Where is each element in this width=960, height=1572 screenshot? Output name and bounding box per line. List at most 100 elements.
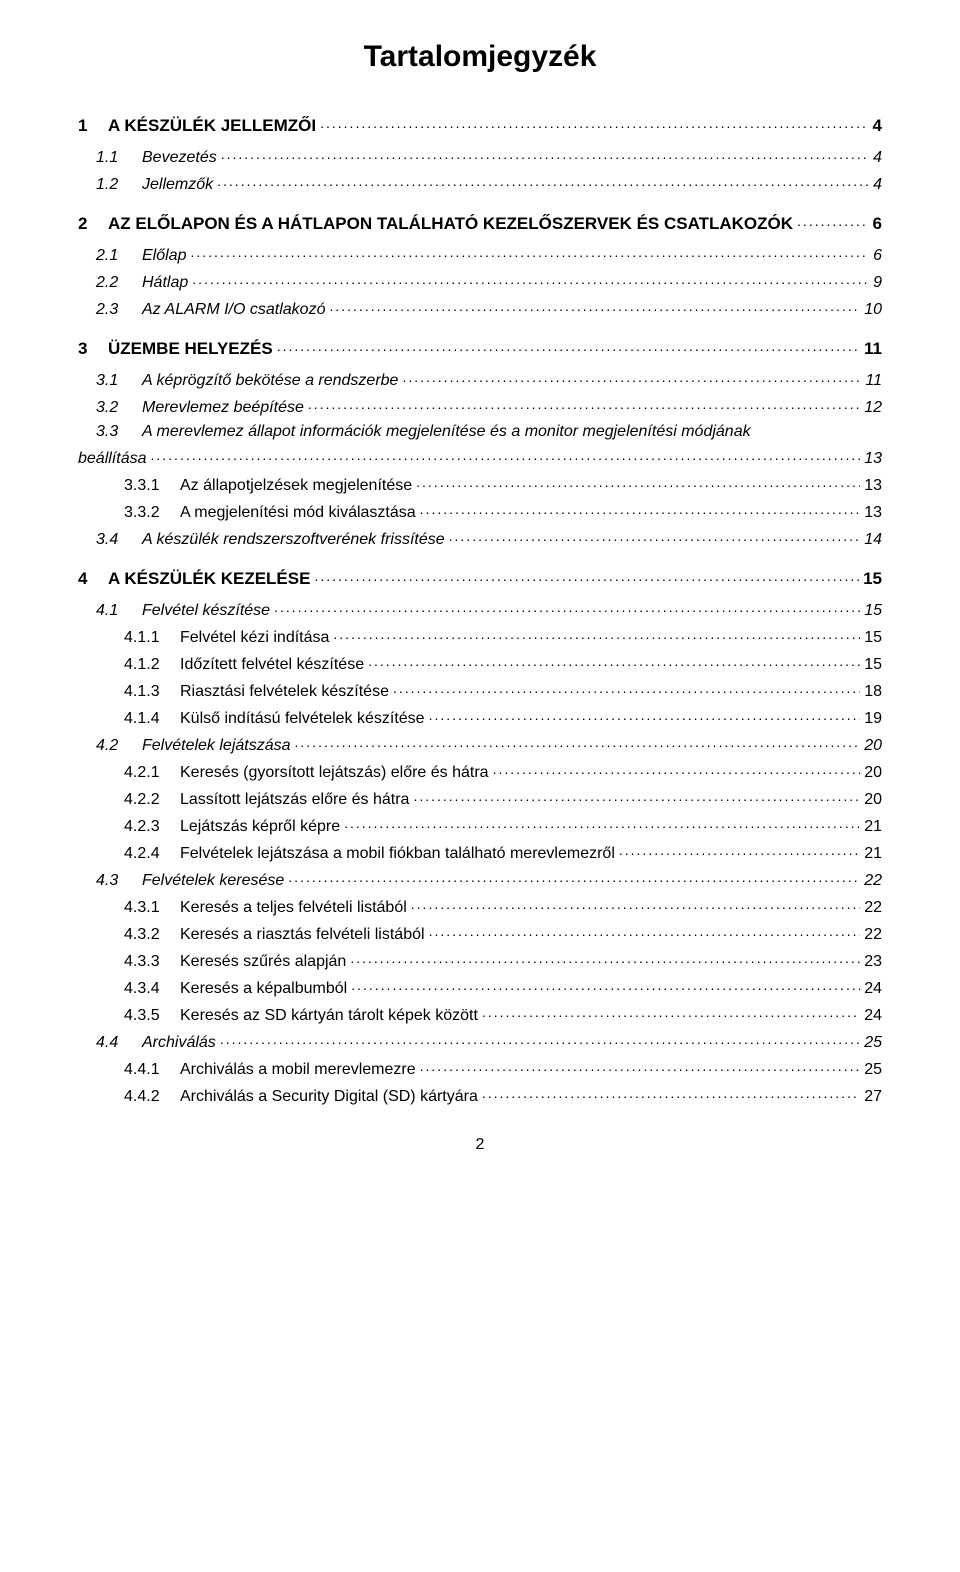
toc-label: A KÉSZÜLÉK JELLEMZŐI	[108, 116, 316, 136]
toc-page: 22	[864, 926, 882, 944]
toc-entry: 4.3.3Keresés szűrés alapján23	[78, 950, 882, 971]
toc-label: Keresés a képalbumból	[180, 980, 347, 998]
toc-entry: 3.3.1Az állapotjelzések megjelenítése 13	[78, 474, 882, 495]
toc-page: 15	[864, 602, 882, 620]
toc-leader-dots	[350, 950, 860, 966]
toc-num: 4.3.2	[124, 926, 180, 944]
toc-label: Időzített felvétel készítése	[180, 656, 364, 674]
toc-label: Riasztási felvételek készítése	[180, 683, 389, 701]
toc-num: 3.3	[96, 423, 142, 441]
toc-label: Felvételek keresése	[142, 872, 284, 890]
toc-page: 12	[864, 399, 882, 417]
toc-leader-dots	[308, 396, 860, 412]
toc-label: Felvételek lejátszása a mobil fiókban ta…	[180, 845, 615, 863]
toc-label: Archiválás	[142, 1034, 216, 1052]
toc-leader-dots	[314, 567, 859, 584]
toc-leader-dots	[429, 707, 861, 723]
toc-num: 4.2.2	[124, 791, 180, 809]
toc-page: 15	[864, 656, 882, 674]
toc-num: 2.2	[96, 274, 142, 292]
toc-entry: 3ÜZEMBE HELYEZÉS11	[78, 337, 882, 359]
toc-entry: 4.3.1Keresés a teljes felvételi listából…	[78, 896, 882, 917]
toc-label: A megjelenítési mód kiválasztása	[180, 504, 416, 522]
toc-label: Az állapotjelzések megjelenítése	[180, 477, 412, 495]
toc-label: Az ALARM I/O csatlakozó	[142, 301, 325, 319]
toc-entry: 3.2Merevlemez beépítése12	[78, 396, 882, 417]
toc-leader-dots	[344, 815, 860, 831]
toc-leader-dots	[411, 896, 860, 912]
toc-leader-dots	[351, 977, 860, 993]
toc-num: 4.1.2	[124, 656, 180, 674]
toc-entry: 4.3.2Keresés a riasztás felvételi listáb…	[78, 923, 882, 944]
toc-label: A merevlemez állapot információk megjele…	[142, 423, 751, 441]
toc-num: 4.3	[96, 872, 142, 890]
toc-label: beállítása	[78, 450, 147, 468]
toc-num: 4.3.1	[124, 899, 180, 917]
toc-page: 4	[873, 149, 882, 167]
toc-num: 3.3.2	[124, 504, 180, 522]
toc-num: 4.1.1	[124, 629, 180, 647]
toc-container: 1A KÉSZÜLÉK JELLEMZŐI41.1Bevezetés41.2Je…	[78, 114, 882, 1106]
toc-entry: 3.3.2A megjelenítési mód kiválasztása 13	[78, 501, 882, 522]
toc-leader-dots	[402, 369, 861, 385]
toc-label: ÜZEMBE HELYEZÉS	[108, 339, 273, 359]
toc-num: 4.3.5	[124, 1007, 180, 1025]
toc-leader-dots	[217, 173, 869, 189]
toc-num: 4.3.3	[124, 953, 180, 971]
toc-page: 25	[864, 1061, 882, 1079]
toc-leader-dots	[320, 114, 868, 131]
toc-entry: 1.2Jellemzők4	[78, 173, 882, 194]
toc-entry: 4.4.2Archiválás a Security Digital (SD) …	[78, 1085, 882, 1106]
toc-page: 22	[864, 872, 882, 890]
toc-page: 22	[864, 899, 882, 917]
toc-label: Keresés a riasztás felvételi listából	[180, 926, 425, 944]
toc-num: 3.1	[96, 372, 142, 390]
toc-label: Archiválás a mobil merevlemezre	[180, 1061, 416, 1079]
toc-entry: 2.2Hátlap 9	[78, 271, 882, 292]
toc-page: 6	[873, 214, 882, 234]
toc-leader-dots	[420, 501, 861, 517]
toc-num: 3.2	[96, 399, 142, 417]
toc-entry: 4.1Felvétel készítése15	[78, 599, 882, 620]
doc-title: Tartalomjegyzék	[78, 40, 882, 74]
toc-label: Előlap	[142, 247, 186, 265]
toc-entry: 4.3.4Keresés a képalbumból24	[78, 977, 882, 998]
toc-label: A képrögzítő bekötése a rendszerbe	[142, 372, 398, 390]
toc-leader-dots	[295, 734, 861, 750]
toc-leader-dots	[393, 680, 860, 696]
toc-num: 4.1.4	[124, 710, 180, 728]
toc-label: Jellemzők	[142, 176, 213, 194]
toc-label: Lassított lejátszás előre és hátra	[180, 791, 409, 809]
toc-page: 27	[864, 1088, 882, 1106]
toc-label: Hátlap	[142, 274, 188, 292]
toc-num: 2	[78, 214, 108, 234]
toc-num: 4.4	[96, 1034, 142, 1052]
toc-num: 2.3	[96, 301, 142, 319]
toc-entry: 4.2.2Lassított lejátszás előre és hátra2…	[78, 788, 882, 809]
toc-label: Bevezetés	[142, 149, 217, 167]
toc-page: 24	[864, 1007, 882, 1025]
toc-page: 23	[864, 953, 882, 971]
toc-leader-dots	[368, 653, 860, 669]
toc-page: 9	[873, 274, 882, 292]
toc-page: 6	[873, 247, 882, 265]
toc-num: 3.3.1	[124, 477, 180, 495]
toc-entry: beállítása13	[78, 447, 882, 468]
toc-label: A készülék rendszerszoftverének frissíté…	[142, 531, 445, 549]
toc-entry: 3.4A készülék rendszerszoftverének friss…	[78, 528, 882, 549]
toc-page: 13	[864, 477, 882, 495]
toc-page: 20	[864, 764, 882, 782]
toc-leader-dots	[449, 528, 861, 544]
toc-leader-dots	[482, 1004, 860, 1020]
toc-leader-dots	[151, 447, 861, 463]
toc-label: Keresés a teljes felvételi listából	[180, 899, 407, 917]
toc-num: 4.4.1	[124, 1061, 180, 1079]
toc-num: 1	[78, 116, 108, 136]
toc-entry: 2.3Az ALARM I/O csatlakozó10	[78, 298, 882, 319]
toc-leader-dots	[416, 474, 860, 490]
toc-num: 4.2.4	[124, 845, 180, 863]
toc-page: 15	[863, 569, 882, 589]
toc-page: 13	[864, 504, 882, 522]
toc-leader-dots	[192, 271, 869, 287]
toc-num: 3	[78, 339, 108, 359]
